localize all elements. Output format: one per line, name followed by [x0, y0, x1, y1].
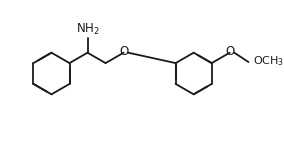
Text: NH$_2$: NH$_2$ [76, 22, 99, 37]
Text: O: O [120, 45, 129, 58]
Text: O: O [225, 45, 234, 58]
Text: OCH$_3$: OCH$_3$ [253, 54, 284, 68]
